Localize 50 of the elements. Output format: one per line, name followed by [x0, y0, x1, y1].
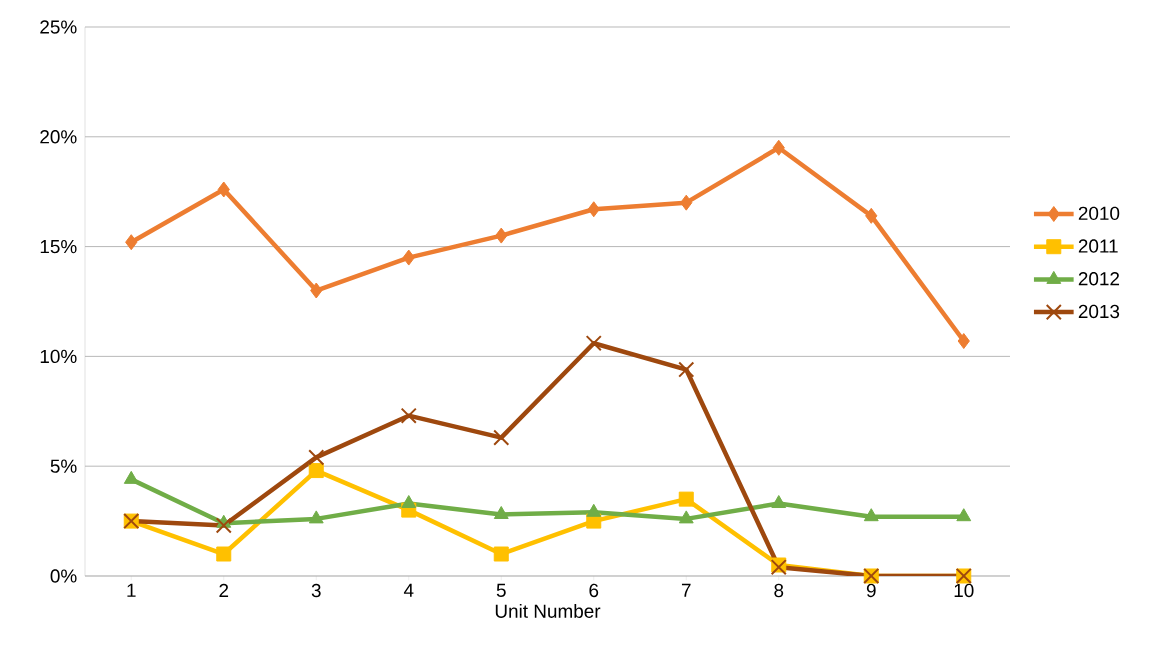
point [125, 234, 138, 251]
x-tick-label: 5 [496, 583, 506, 597]
x-tick-label: 6 [589, 583, 599, 598]
point [678, 510, 694, 524]
point [308, 463, 324, 479]
y-tick-label: 25% [40, 20, 77, 34]
point [495, 227, 508, 244]
point [863, 508, 879, 522]
point [401, 495, 417, 509]
y-tick-label: 15% [40, 239, 77, 254]
point [585, 335, 602, 352]
point [402, 249, 415, 266]
x-tick-label: 9 [866, 583, 876, 598]
x-tick-label: 7 [681, 583, 691, 597]
y-tick-label: 0% [50, 569, 77, 583]
point [957, 333, 970, 350]
point [310, 282, 323, 299]
point [123, 470, 139, 484]
x-tick-label: 8 [774, 583, 784, 598]
point [493, 506, 509, 519]
y-tick-label: 20% [40, 130, 77, 144]
point [308, 510, 324, 524]
y-tick-label: 10% [40, 349, 77, 364]
x-tick-label: 10 [954, 583, 974, 598]
x-tick-label: 2 [219, 583, 229, 597]
point [587, 201, 600, 218]
point [771, 495, 787, 509]
point [217, 181, 230, 198]
x-tick-label: 1 [127, 583, 136, 597]
y-tick-label: 5% [50, 459, 77, 473]
point [586, 503, 602, 517]
point [216, 546, 232, 562]
point [493, 429, 510, 446]
legend-label: 2010 [1078, 206, 1120, 221]
point [215, 517, 232, 534]
legend-label: 2011 [1078, 239, 1118, 253]
point [772, 139, 785, 156]
point [678, 491, 694, 507]
x-tick-label: 3 [311, 583, 321, 598]
point [680, 194, 693, 211]
point [956, 508, 972, 522]
point [678, 361, 695, 378]
point [400, 407, 417, 424]
point [493, 546, 509, 562]
x-tick-label: 4 [403, 583, 414, 597]
legend-label: 2013 [1078, 304, 1120, 319]
point [865, 207, 878, 224]
x-axis-title: Unit Number [495, 604, 601, 618]
legend-label: 2012 [1078, 272, 1120, 286]
point [308, 449, 325, 466]
